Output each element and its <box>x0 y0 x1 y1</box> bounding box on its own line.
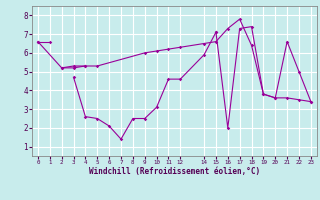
X-axis label: Windchill (Refroidissement éolien,°C): Windchill (Refroidissement éolien,°C) <box>89 167 260 176</box>
